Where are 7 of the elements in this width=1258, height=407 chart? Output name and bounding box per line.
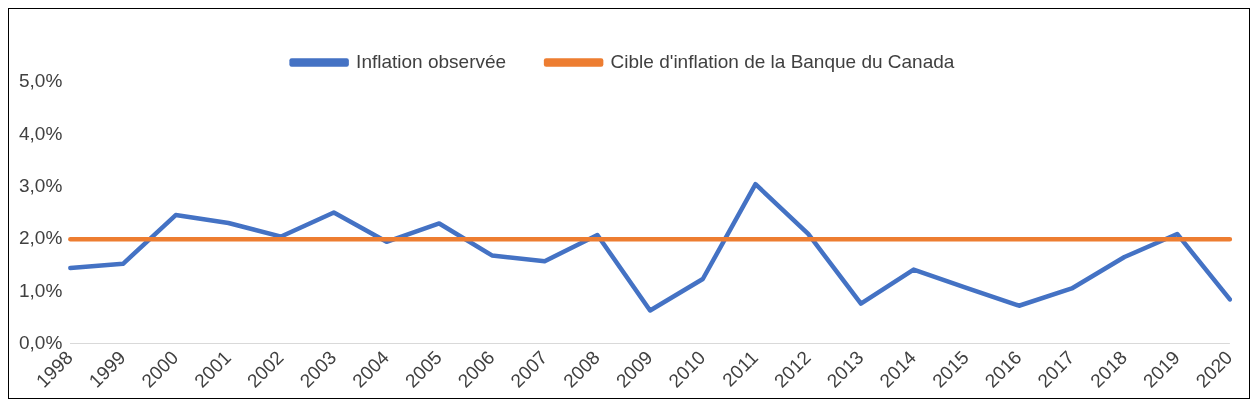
- y-tick-label: 3,0%: [18, 175, 63, 197]
- legend-label: Inflation observée: [356, 50, 507, 72]
- y-tick-label: 2,0%: [18, 227, 63, 249]
- y-tick-label: 5,0%: [18, 70, 63, 92]
- y-tick-label: 1,0%: [18, 279, 63, 301]
- legend-label: Cible d'inflation de la Banque du Canada: [610, 50, 955, 72]
- y-tick-label: 4,0%: [18, 122, 63, 144]
